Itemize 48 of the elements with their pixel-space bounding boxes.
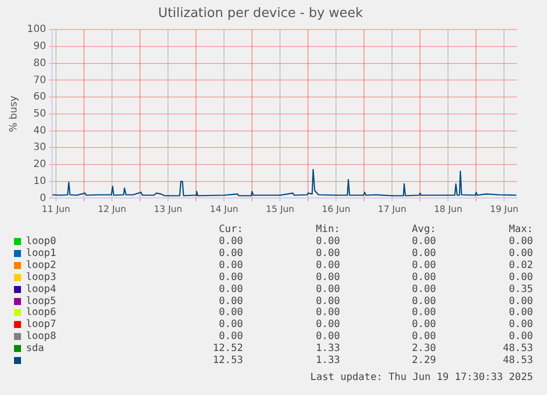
text: 0.00 0.00 0.00 0.02	[218, 260, 533, 271]
text: 0.00 0.00 0.00 0.00	[218, 236, 533, 247]
text: Avg:	[410, 224, 436, 235]
legend-label: loop5	[26, 296, 56, 306]
y-tick-label: 40	[33, 125, 46, 136]
legend-label: loop4	[26, 284, 56, 295]
legend-label: sda	[26, 343, 44, 354]
y-tick-label: 80	[33, 58, 46, 69]
text: 0.00 0.00 0.00 0.00	[218, 248, 533, 259]
x-tick-label: 15 Jun	[266, 204, 294, 215]
y-tick-label: 0	[40, 192, 46, 204]
legend-label: loop8	[26, 331, 56, 342]
x-tick-label: 14 Jun	[210, 204, 238, 215]
x-tick-label: 13 Jun	[154, 204, 182, 215]
text: 0.00 0.00 0.00 0.00	[218, 307, 533, 318]
y-tick-label: 90	[33, 41, 46, 52]
x-tick-label: 16 Jun	[322, 204, 350, 215]
x-tick-label: 17 Jun	[378, 204, 406, 215]
y-tick-label: 60	[33, 92, 46, 103]
text: 0.00 0.00 0.00 0.00	[218, 272, 533, 283]
x-tick-label: 19 Jun	[490, 204, 518, 215]
y-tick-label: 50	[33, 108, 46, 120]
y-axis-title: % busy	[8, 96, 20, 132]
text: Min:	[314, 224, 340, 235]
text: Last update: Thu Jun 19 17:30:33 2025	[310, 372, 533, 383]
chart-title: Utilization per device - by week	[158, 6, 364, 22]
y-tick-label: 70	[33, 74, 46, 86]
legend-label: loop0	[26, 236, 56, 247]
legend-label: loop1	[26, 248, 56, 259]
x-tick-label: 11 Jun	[42, 204, 70, 215]
legend-label: loop3	[26, 272, 56, 283]
y-tick-label: 20	[33, 159, 46, 170]
text: 0.00 0.00 0.00 0.00	[218, 319, 533, 330]
x-tick-label: 12 Jun	[98, 204, 126, 215]
text: 12.53 1.33 2.29 48.53	[212, 355, 533, 366]
text: Max:	[508, 224, 533, 235]
text: 0.00 0.00 0.00 0.00	[218, 331, 533, 342]
text: Cur:	[218, 224, 243, 235]
text: 0.00 0.00 0.00 0.00	[218, 296, 533, 306]
x-tick-label: 18 Jun	[434, 204, 462, 215]
y-tick-label: 100	[26, 24, 46, 36]
text: 12.52 1.33 2.30 48.53	[212, 343, 533, 354]
y-tick-label: 10	[33, 176, 46, 187]
legend-label: loop7	[26, 319, 56, 330]
legend-label: loop2	[26, 260, 56, 271]
text: 0.00 0.00 0.00 0.35	[218, 284, 533, 295]
legend-label: loop6	[26, 307, 56, 318]
y-tick-label: 30	[33, 142, 46, 154]
